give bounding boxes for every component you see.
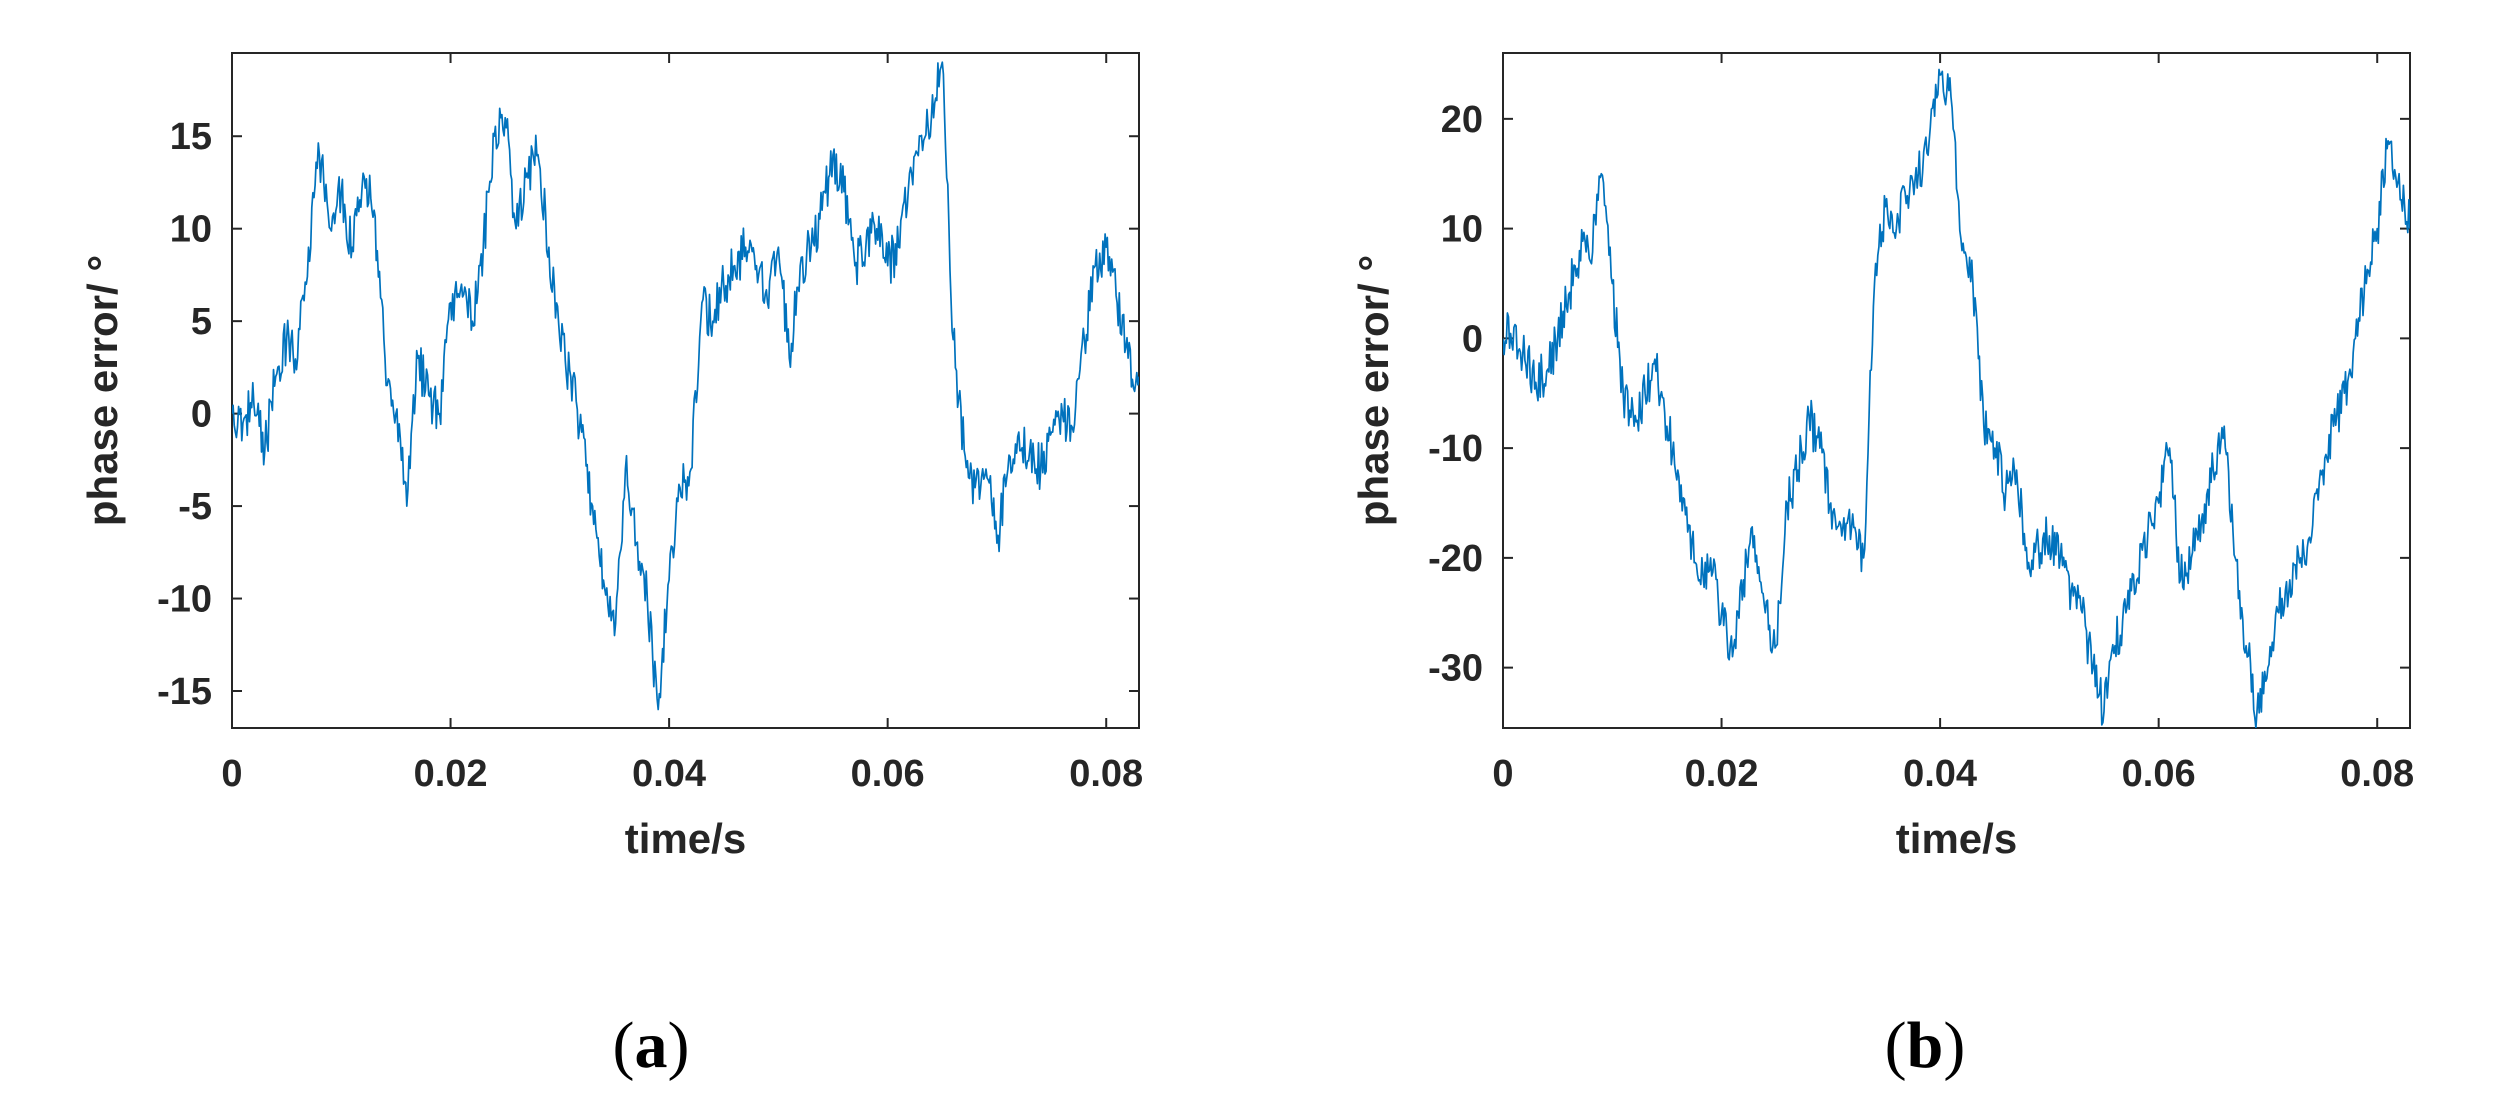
x-tick-label: 0.02: [414, 753, 488, 795]
x-tick-label: 0.06: [851, 753, 925, 795]
panel-caption: (b): [1885, 1009, 1966, 1082]
x-tick-label: 0.08: [2340, 753, 2414, 795]
chart-panel-b: 0 0.02 0.04 0.06 0.08 20 10 0 -10 -20 -30 time/s pha…: [1350, 52, 2414, 1082]
y-tick-label: -20: [1428, 538, 1483, 580]
x-tick-label: 0.04: [632, 753, 706, 795]
y-axis-label: phase error/ °: [1350, 255, 1397, 526]
y-tick-label: -10: [1428, 428, 1483, 470]
x-tick-label: 0.08: [1069, 753, 1143, 795]
axis-frame: [1502, 52, 2411, 729]
panel-caption-letter: b: [1907, 1009, 1944, 1082]
y-tick-label: 0: [191, 394, 212, 436]
y-tick-label: -10: [157, 579, 212, 621]
x-axis-label: time/s: [1896, 815, 2017, 862]
series-line: [232, 61, 1139, 711]
y-axis-label: phase error/ °: [79, 255, 126, 526]
y-tick-label: -15: [157, 671, 212, 713]
y-tick-label: 10: [170, 209, 212, 251]
y-tick-label: 10: [1441, 209, 1483, 251]
y-tick-label: -5: [178, 486, 212, 528]
panel-caption-letter: a: [635, 1009, 668, 1082]
x-tick-label: 0: [221, 753, 242, 795]
x-tick-label: 0.06: [2122, 753, 2196, 795]
y-tick-label: -30: [1428, 648, 1483, 690]
y-tick-label: 0: [1462, 318, 1483, 360]
panel-caption: (a): [613, 1009, 690, 1082]
series-line: [1503, 68, 2410, 728]
x-axis-label: time/s: [625, 815, 746, 862]
y-tick-label: 20: [1441, 99, 1483, 141]
x-tick-label: 0.02: [1685, 753, 1759, 795]
y-tick-label: 5: [191, 301, 212, 343]
axis-frame: [231, 52, 1140, 729]
chart-panel-a: 0 0.02 0.04 0.06 0.08 15 10 5 0 -5 -10 -15 time/s pha…: [79, 52, 1143, 1082]
x-tick-label: 0: [1492, 753, 1513, 795]
y-tick-label: 15: [170, 116, 212, 158]
x-tick-label: 0.04: [1903, 753, 1977, 795]
